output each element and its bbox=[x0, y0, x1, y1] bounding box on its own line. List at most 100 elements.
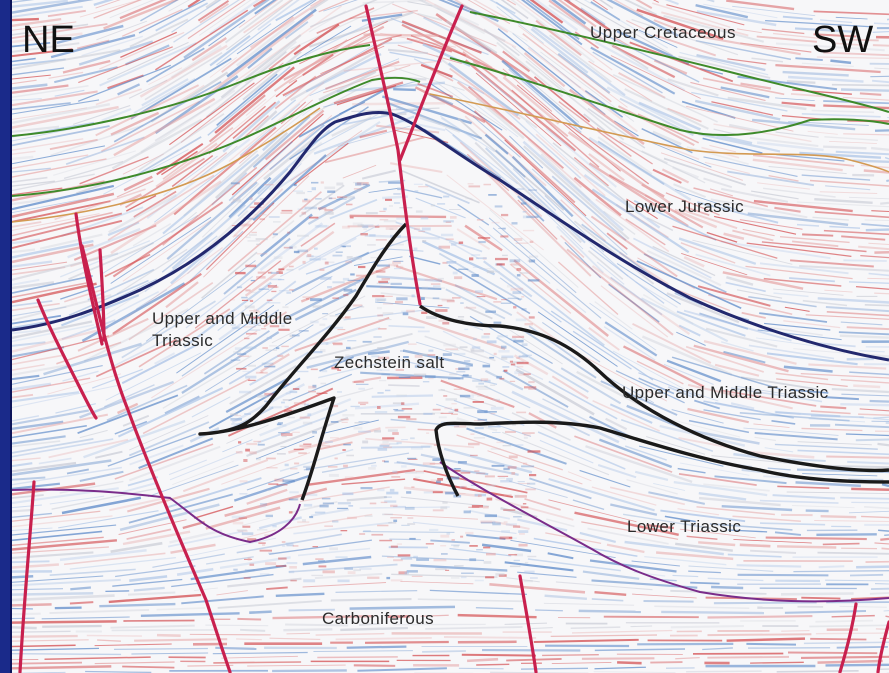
reflector-segment bbox=[87, 268, 155, 301]
reflector-segment bbox=[288, 608, 335, 612]
reflector-speckle bbox=[250, 316, 262, 319]
reflector-segment bbox=[11, 23, 108, 39]
reflector-speckle bbox=[425, 543, 434, 545]
reflector-segment bbox=[679, 51, 769, 76]
reflector-segment bbox=[504, 622, 548, 625]
reflector-segment bbox=[849, 371, 889, 376]
reflector-speckle bbox=[377, 264, 390, 267]
reflector-segment bbox=[313, 650, 413, 652]
reflector-speckle bbox=[376, 369, 382, 371]
reflector-segment bbox=[11, 508, 34, 513]
reflector-speckle bbox=[257, 271, 266, 274]
reflector-speckle bbox=[257, 324, 261, 326]
reflector-speckle bbox=[437, 277, 444, 280]
reflector-segment bbox=[173, 126, 277, 216]
reflector-segment bbox=[556, 225, 604, 274]
reflector-speckle bbox=[476, 257, 487, 260]
reflector-segment bbox=[472, 115, 521, 158]
reflector-segment bbox=[511, 155, 574, 218]
reflector-speckle bbox=[340, 418, 349, 421]
reflector-segment bbox=[456, 80, 514, 126]
reflector-speckle bbox=[421, 227, 431, 231]
reflector-speckle bbox=[249, 197, 253, 200]
reflector-segment bbox=[11, 103, 111, 125]
reflector-speckle bbox=[243, 577, 251, 579]
horizon-orange-right bbox=[429, 93, 889, 173]
reflector-speckle bbox=[470, 454, 478, 457]
reflector-speckle bbox=[491, 221, 500, 224]
reflector-speckle bbox=[460, 302, 464, 304]
reflector-speckle bbox=[290, 467, 298, 470]
reflector-segment bbox=[425, 626, 523, 630]
reflector-segment bbox=[318, 441, 353, 451]
reflector-segment bbox=[685, 206, 710, 216]
reflector-speckle bbox=[341, 421, 348, 423]
reflector-speckle bbox=[451, 539, 455, 541]
reflector-speckle bbox=[435, 568, 447, 571]
reflector-segment bbox=[674, 189, 738, 211]
reflector-segment bbox=[243, 115, 269, 139]
reflector-speckle bbox=[337, 196, 348, 198]
reflector-segment bbox=[512, 33, 581, 89]
reflector-speckle bbox=[288, 511, 293, 514]
reflector-speckle bbox=[451, 243, 457, 246]
reflector-segment bbox=[325, 60, 400, 91]
reflector-segment bbox=[698, 541, 736, 547]
reflector-segment bbox=[733, 539, 812, 544]
reflector-speckle bbox=[320, 404, 326, 407]
reflector-segment bbox=[155, 2, 209, 32]
reflector-segment bbox=[634, 470, 669, 481]
reflector-speckle bbox=[512, 424, 516, 426]
reflector-segment bbox=[759, 522, 826, 526]
reflector-segment bbox=[797, 449, 889, 456]
reflector-segment bbox=[127, 487, 210, 513]
reflector-segment bbox=[298, 89, 384, 138]
reflector-segment bbox=[364, 234, 440, 240]
reflector-segment bbox=[501, 59, 583, 130]
reflector-speckle bbox=[331, 366, 339, 370]
reflector-segment bbox=[595, 198, 670, 253]
reflector-speckle bbox=[307, 191, 312, 193]
reflector-segment bbox=[11, 354, 64, 366]
reflector-segment bbox=[107, 174, 215, 241]
reflector-segment bbox=[224, 487, 328, 517]
reflector-speckle bbox=[501, 357, 508, 360]
reflector-speckle bbox=[258, 505, 266, 508]
reflector-speckle bbox=[461, 485, 467, 488]
reflector-segment bbox=[11, 219, 123, 250]
reflector-segment bbox=[445, 288, 506, 320]
reflector-segment bbox=[633, 199, 717, 241]
reflector-segment bbox=[330, 598, 412, 602]
reflector-speckle bbox=[472, 401, 484, 403]
reflector-segment bbox=[736, 289, 783, 299]
reflector-speckle bbox=[267, 285, 277, 288]
reflector-segment bbox=[633, 237, 712, 279]
reflector-segment bbox=[11, 213, 100, 231]
reflector-speckle bbox=[432, 491, 443, 494]
reflector-speckle bbox=[266, 489, 271, 492]
reflector-speckle bbox=[238, 441, 242, 444]
reflector-segment bbox=[47, 373, 122, 395]
reflector-segment bbox=[835, 42, 864, 46]
reflector-segment bbox=[533, 76, 591, 123]
reflector-speckle bbox=[513, 188, 525, 190]
reflector-segment bbox=[687, 407, 749, 424]
reflector-segment bbox=[254, 0, 277, 15]
reflector-segment bbox=[461, 653, 537, 657]
reflector-speckle bbox=[467, 183, 474, 185]
reflector-segment bbox=[170, 45, 222, 79]
reflector-speckle bbox=[319, 444, 331, 447]
reflector-segment bbox=[201, 183, 260, 238]
reflector-speckle bbox=[347, 571, 356, 575]
reflector-speckle bbox=[394, 462, 400, 464]
reflector-segment bbox=[120, 31, 178, 58]
reflector-speckle bbox=[437, 304, 443, 307]
reflector-speckle bbox=[528, 316, 535, 319]
reflector-segment bbox=[531, 25, 626, 96]
reflector-speckle bbox=[265, 514, 273, 518]
reflector-segment bbox=[11, 155, 34, 161]
reflector-speckle bbox=[311, 187, 316, 191]
reflector-segment bbox=[11, 665, 112, 670]
reflector-segment bbox=[420, 614, 449, 617]
reflector-segment bbox=[530, 27, 589, 74]
